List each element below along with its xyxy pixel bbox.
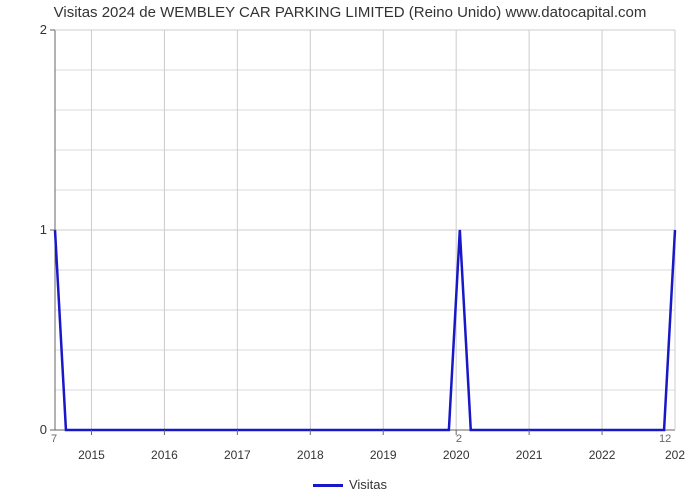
x-tick-label: 2019 <box>370 448 397 462</box>
chart-title: Visitas 2024 de WEMBLEY CAR PARKING LIMI… <box>0 4 700 21</box>
corner-number: 7 <box>51 433 57 445</box>
x-tick-label: 202 <box>665 448 685 462</box>
x-tick-label: 2018 <box>297 448 324 462</box>
x-tick-label: 2017 <box>224 448 251 462</box>
x-tick-label: 2015 <box>78 448 105 462</box>
legend-label: Visitas <box>349 477 387 492</box>
visits-chart: Visitas 2024 de WEMBLEY CAR PARKING LIMI… <box>0 0 700 500</box>
y-tick-label: 1 <box>17 222 47 237</box>
x-tick-label: 2022 <box>589 448 616 462</box>
x-tick-label: 2020 <box>443 448 470 462</box>
corner-number: 12 <box>659 433 671 445</box>
legend: Visitas <box>0 477 700 492</box>
x-tick-label: 2021 <box>516 448 543 462</box>
legend-swatch <box>313 484 343 487</box>
chart-canvas <box>0 0 700 500</box>
y-tick-label: 2 <box>17 22 47 37</box>
corner-number: 2 <box>456 433 462 445</box>
x-tick-label: 2016 <box>151 448 178 462</box>
y-tick-label: 0 <box>17 422 47 437</box>
